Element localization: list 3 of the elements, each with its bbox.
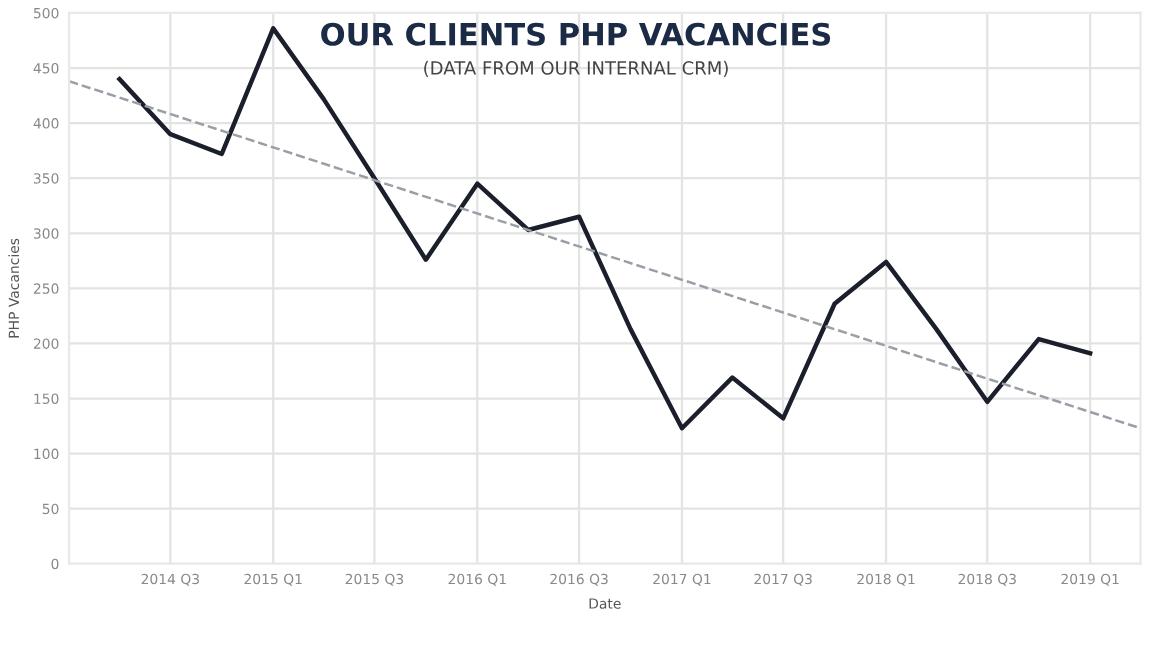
chart-title: OUR CLIENTS PHP VACANCIES	[321, 22, 831, 46]
line-series	[117, 26, 1093, 431]
text: (DATA FROM OUR INTERNAL CRM)	[424, 60, 728, 77]
